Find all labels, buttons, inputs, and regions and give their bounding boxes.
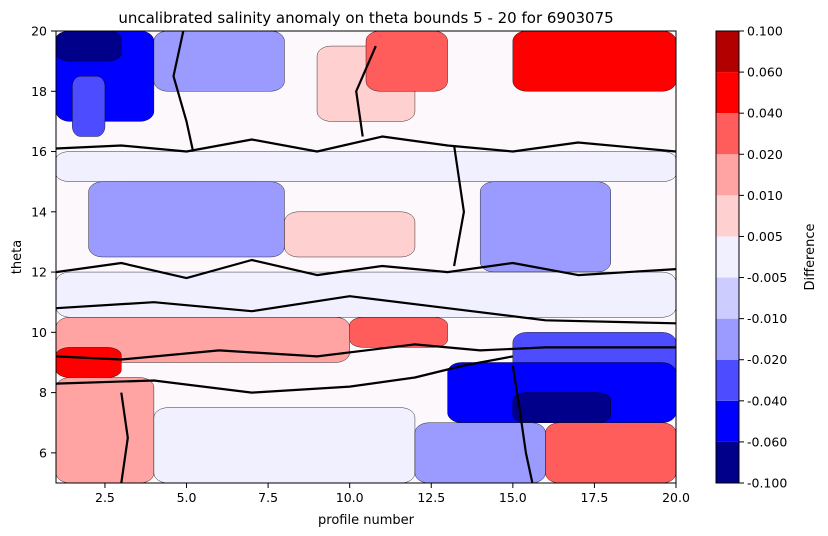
anomaly-region xyxy=(480,181,611,273)
colorbar-band xyxy=(716,154,739,196)
zero-contours xyxy=(56,31,676,483)
colorbar-tick-label: 0.060 xyxy=(747,65,783,80)
zero-contour-line xyxy=(56,295,676,325)
colorbar-band xyxy=(716,400,739,442)
zero-contour-line xyxy=(511,365,534,483)
zero-contour-line xyxy=(120,392,129,483)
anomaly-region xyxy=(512,31,676,92)
y-tick-label: 18 xyxy=(31,84,47,99)
zero-contour-line xyxy=(56,135,676,153)
anomaly-region xyxy=(56,151,676,182)
colorbar-band xyxy=(716,318,739,360)
colorbar-tick-label: 0.040 xyxy=(747,106,783,121)
anomaly-region xyxy=(56,271,676,318)
colorbar-band xyxy=(716,441,739,483)
y-axis-label: theta xyxy=(10,240,25,274)
anomaly-region xyxy=(153,31,285,92)
colorbar-tick-label: 0.005 xyxy=(747,229,783,244)
anomaly-region xyxy=(349,317,448,348)
x-tick-label: 17.5 xyxy=(580,490,608,505)
colorbar: -0.100 -0.060 -0.040 -0.020 -0.010 -0.005 0.00… xyxy=(715,24,787,491)
colorbar-band xyxy=(716,195,739,237)
zero-contour-line xyxy=(56,355,514,394)
anomaly-region xyxy=(512,392,611,423)
x-tick-label: 5.0 xyxy=(177,490,197,505)
colorbar-tick-label: -0.100 xyxy=(747,476,787,491)
colorbar-band xyxy=(716,277,739,319)
y-tick-label: 12 xyxy=(31,265,47,280)
y-tick-label: 6 xyxy=(39,445,47,460)
colorbar-tick-label: -0.040 xyxy=(747,393,787,408)
x-tick-label: 15.0 xyxy=(499,490,527,505)
zero-contour-line xyxy=(453,145,465,267)
anomaly-region xyxy=(88,181,285,258)
y-tick-label: 14 xyxy=(31,204,47,219)
anomaly-region xyxy=(153,407,416,483)
anomaly-region xyxy=(72,75,106,137)
y-tick-label: 8 xyxy=(39,385,47,400)
plot-frame xyxy=(55,30,677,484)
colorbar-tick-label: 0.100 xyxy=(747,24,783,39)
colorbar-tick-label: 0.020 xyxy=(747,147,783,162)
x-tick-label: 10.0 xyxy=(336,490,364,505)
x-tick-label: 7.5 xyxy=(258,490,278,505)
zero-contour-line xyxy=(56,343,676,361)
anomaly-region xyxy=(365,31,448,92)
anomaly-regions xyxy=(56,31,676,483)
zero-contour-line xyxy=(56,258,676,280)
colorbar-tick-label: -0.010 xyxy=(747,311,787,326)
colorbar-band xyxy=(716,113,739,155)
chart-title: uncalibrated salinity anomaly on theta b… xyxy=(118,9,613,27)
zero-contour-line xyxy=(355,45,377,137)
colorbar-band xyxy=(716,31,739,73)
x-axis-label: profile number xyxy=(318,513,415,528)
colorbar-band xyxy=(716,72,739,114)
colorbar-label: Difference xyxy=(803,223,818,290)
zero-contour-line xyxy=(172,31,195,152)
y-axis: 6 8 10 12 14 16 18 20 xyxy=(31,24,56,460)
colorbar-frame xyxy=(715,30,740,484)
colorbar-band xyxy=(716,359,739,401)
x-tick-label: 2.5 xyxy=(95,490,115,505)
y-tick-label: 20 xyxy=(31,24,47,39)
x-tick-label: 12.5 xyxy=(417,490,445,505)
y-tick-label: 10 xyxy=(31,325,47,340)
anomaly-region xyxy=(56,377,155,483)
anomaly-region xyxy=(56,347,122,378)
anomaly-region xyxy=(545,422,676,483)
anomaly-region xyxy=(56,31,122,62)
colorbar-tick-label: -0.060 xyxy=(747,434,787,449)
colorbar-tick-label: -0.005 xyxy=(747,270,787,285)
colorbar-band xyxy=(716,236,739,278)
colorbar-tick-label: 0.010 xyxy=(747,188,783,203)
anomaly-region xyxy=(284,211,416,258)
x-tick-label: 20.0 xyxy=(662,490,690,505)
y-tick-label: 16 xyxy=(31,144,47,159)
colorbar-tick-label: -0.020 xyxy=(747,352,787,367)
x-axis: 2.5 5.0 7.5 10.0 12.5 15.0 17.5 20.0 xyxy=(95,483,690,505)
